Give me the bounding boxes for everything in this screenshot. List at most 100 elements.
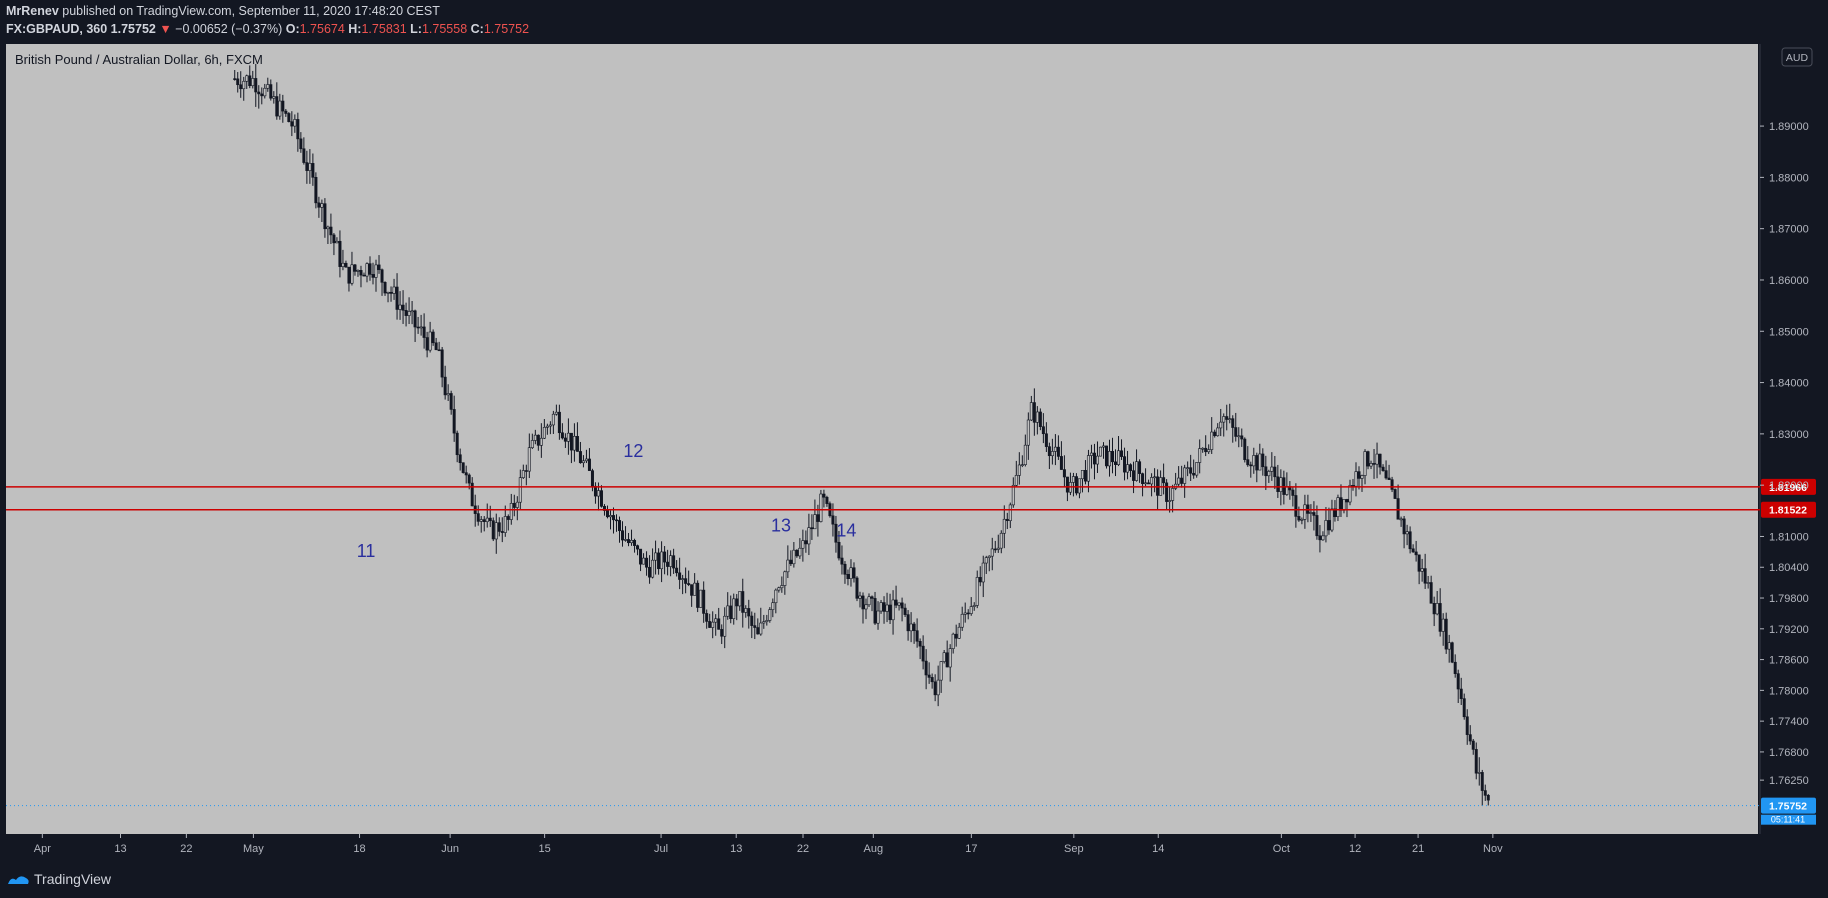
candle-body: [870, 596, 874, 599]
candle-body: [578, 451, 582, 464]
candle-body: [605, 510, 609, 518]
candle-body: [1150, 477, 1154, 485]
currency-badge[interactable]: [1781, 47, 1813, 67]
candles[interactable]: [233, 63, 1490, 806]
candle-body: [1047, 446, 1051, 457]
candle-body: [353, 264, 357, 272]
low-value: 1.75558: [421, 22, 468, 36]
x-tick-label: Apr: [34, 843, 51, 855]
candle-body: [1129, 464, 1133, 471]
candle-body: [1117, 450, 1121, 465]
candle-body: [338, 240, 342, 267]
candle-body: [1465, 716, 1469, 735]
candle-body: [987, 555, 991, 558]
candle-body: [753, 625, 757, 628]
y-tick-label: 1.89000: [1769, 121, 1809, 133]
candle-body: [1402, 518, 1406, 535]
candle-body: [963, 612, 967, 615]
candle-body: [377, 264, 381, 271]
candle-body: [1297, 516, 1301, 521]
candle-body: [386, 291, 390, 294]
candle-body: [1005, 518, 1009, 522]
candle-body: [825, 496, 829, 504]
candle-body: [359, 270, 363, 276]
x-tick-label: Oct: [1273, 843, 1290, 855]
candle-body: [939, 661, 943, 681]
candle-body: [618, 520, 622, 532]
price-axis[interactable]: [1760, 44, 1828, 834]
candle-body: [1183, 467, 1187, 484]
candle-body: [563, 437, 567, 442]
candle-body: [687, 583, 691, 585]
candle-body: [482, 519, 486, 523]
candle-body: [1450, 642, 1454, 663]
candle-body: [446, 393, 450, 396]
candle-body: [726, 605, 730, 617]
candle-body: [290, 121, 294, 127]
candle-body: [287, 113, 291, 122]
countdown-label: 05:11:41: [1771, 815, 1805, 825]
candle-body: [362, 274, 366, 277]
chart-background[interactable]: [6, 44, 1758, 834]
candle-body: [1132, 470, 1136, 481]
candle-body: [404, 310, 408, 316]
candle-body: [990, 548, 994, 557]
candle-body: [1279, 477, 1283, 492]
y-tick-label: 1.81000: [1769, 531, 1809, 543]
candle-body: [530, 440, 534, 449]
candle-body: [1486, 795, 1490, 801]
author-name[interactable]: MrRenev: [6, 4, 59, 18]
candle-body: [1201, 447, 1205, 450]
open-value: 1.75674: [299, 22, 345, 36]
candle-body: [1195, 462, 1199, 476]
candle-body: [1411, 548, 1415, 553]
candle-body: [675, 567, 679, 574]
candle-body: [834, 523, 838, 543]
candle-body: [1171, 488, 1175, 501]
candle-body: [1098, 446, 1102, 457]
candle-body: [762, 621, 766, 624]
candle-body: [831, 515, 835, 525]
candle-body: [744, 608, 748, 613]
candle-body: [804, 540, 808, 545]
candle-body: [233, 78, 237, 80]
wave-annotation[interactable]: 14: [836, 520, 856, 540]
candle-body: [410, 310, 414, 313]
candle-body: [467, 474, 471, 484]
candle-body: [461, 462, 465, 473]
wave-annotation[interactable]: 13: [771, 515, 791, 535]
candle-body: [1282, 477, 1286, 495]
y-tick-label: 1.79800: [1769, 593, 1809, 605]
candle-body: [1092, 452, 1096, 465]
candle-body: [1089, 452, 1093, 456]
candle-body: [1255, 455, 1259, 471]
wave-annotation[interactable]: 11: [357, 541, 376, 561]
candle-body: [1240, 435, 1244, 440]
close-value: 1.75752: [483, 22, 530, 36]
candle-body: [975, 577, 979, 606]
candle-body: [999, 532, 1003, 549]
candle-body: [1252, 455, 1256, 467]
candle-body: [810, 527, 814, 530]
tradingview-logo-icon[interactable]: [6, 872, 30, 891]
candle-body: [1162, 477, 1166, 484]
candle-body: [521, 470, 525, 478]
y-tick-label: 1.85000: [1769, 326, 1809, 338]
candle-body: [401, 304, 405, 311]
wave-annotation[interactable]: 12: [623, 441, 643, 461]
candle-body: [942, 652, 946, 662]
candle-body: [497, 522, 501, 532]
candle-body: [440, 349, 444, 378]
candle-body: [1324, 520, 1328, 537]
candle-body: [1008, 504, 1012, 522]
tradingview-brand[interactable]: TradingView: [34, 871, 112, 887]
candle-body: [1104, 445, 1108, 467]
candle-body: [314, 177, 318, 204]
candle-body: [702, 589, 706, 614]
x-tick-label: 15: [538, 843, 550, 855]
candle-body: [1360, 475, 1364, 479]
candle-body: [1234, 427, 1238, 437]
x-tick-label: Sep: [1064, 843, 1084, 855]
candle-body: [434, 342, 438, 351]
